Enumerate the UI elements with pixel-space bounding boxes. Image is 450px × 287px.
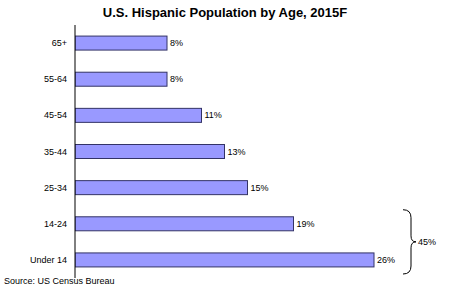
category-label: 14-24 bbox=[44, 219, 67, 229]
source-note: Source: US Census Bureau bbox=[4, 276, 115, 286]
category-label: 65+ bbox=[52, 38, 67, 48]
data-label: 8% bbox=[170, 38, 183, 48]
category-label: 25-34 bbox=[44, 183, 67, 193]
bar bbox=[75, 108, 202, 122]
bar bbox=[75, 181, 248, 195]
data-label: 19% bbox=[297, 219, 315, 229]
bar bbox=[75, 72, 167, 86]
data-label: 11% bbox=[205, 110, 222, 120]
category-label: 45-54 bbox=[44, 110, 67, 120]
category-axis bbox=[75, 25, 76, 278]
data-label: 13% bbox=[228, 147, 246, 157]
category-label: 35-44 bbox=[44, 147, 67, 157]
bars bbox=[75, 36, 374, 267]
bar bbox=[75, 217, 294, 231]
annotation: 45% bbox=[418, 237, 436, 247]
chart-root: U.S. Hispanic Population by Age, 2015F 65… bbox=[0, 0, 450, 287]
data-label: 26% bbox=[377, 255, 395, 265]
bar bbox=[75, 36, 167, 50]
bar bbox=[75, 253, 374, 267]
bar bbox=[75, 145, 225, 159]
data-label: 15% bbox=[251, 183, 269, 193]
chart-title: U.S. Hispanic Population by Age, 2015F bbox=[103, 5, 347, 20]
chart-svg: U.S. Hispanic Population by Age, 2015F 65… bbox=[0, 0, 450, 287]
category-label: 55-64 bbox=[44, 74, 67, 84]
data-label: 8% bbox=[170, 74, 183, 84]
brace bbox=[403, 210, 416, 274]
category-label: Under 14 bbox=[30, 255, 67, 265]
